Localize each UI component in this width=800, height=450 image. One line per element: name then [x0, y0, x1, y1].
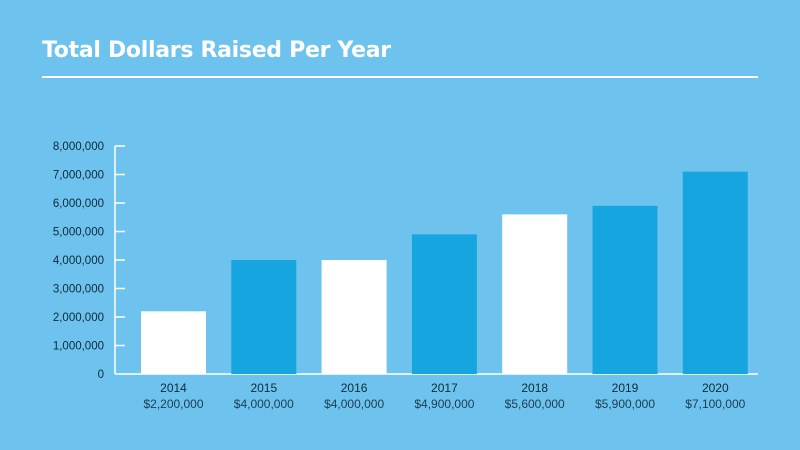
y-tick-label: 4,000,000 [53, 255, 104, 267]
bar [141, 311, 206, 374]
bar [321, 260, 387, 374]
x-tick-label: 2016 [341, 381, 368, 395]
bar-value-label: $5,600,000 [505, 397, 565, 411]
bar-value-label: $4,900,000 [414, 397, 474, 411]
chart-title: Total Dollars Raised Per Year [42, 38, 391, 63]
bar [592, 205, 658, 374]
bar [502, 214, 568, 374]
y-tick-label: 2,000,000 [53, 312, 104, 324]
bar-value-label: $4,000,000 [234, 397, 294, 411]
title-divider [42, 76, 758, 78]
bar-value-label: $5,900,000 [595, 397, 655, 411]
x-tick-label: 2019 [612, 381, 639, 395]
bar [682, 171, 748, 374]
x-tick-label: 2015 [250, 381, 277, 395]
y-tick-label: 5,000,000 [53, 227, 104, 239]
y-tick-label: 0 [98, 369, 104, 381]
bar-value-label: $2,200,000 [143, 397, 203, 411]
x-tick-label: 2020 [702, 381, 729, 395]
bar-value-label: $7,100,000 [685, 397, 745, 411]
bar [411, 234, 477, 374]
x-tick-label: 2017 [431, 381, 458, 395]
x-tick-label: 2018 [521, 381, 548, 395]
x-tick-label: 2014 [160, 381, 187, 395]
y-tick-label: 7,000,000 [53, 170, 104, 182]
y-tick-label: 3,000,000 [53, 284, 104, 296]
bar [231, 260, 297, 374]
y-tick-label: 1,000,000 [53, 341, 104, 353]
y-tick-label: 6,000,000 [53, 198, 104, 210]
bar-value-label: $4,000,000 [324, 397, 384, 411]
y-tick-label: 8,000,000 [53, 141, 104, 153]
